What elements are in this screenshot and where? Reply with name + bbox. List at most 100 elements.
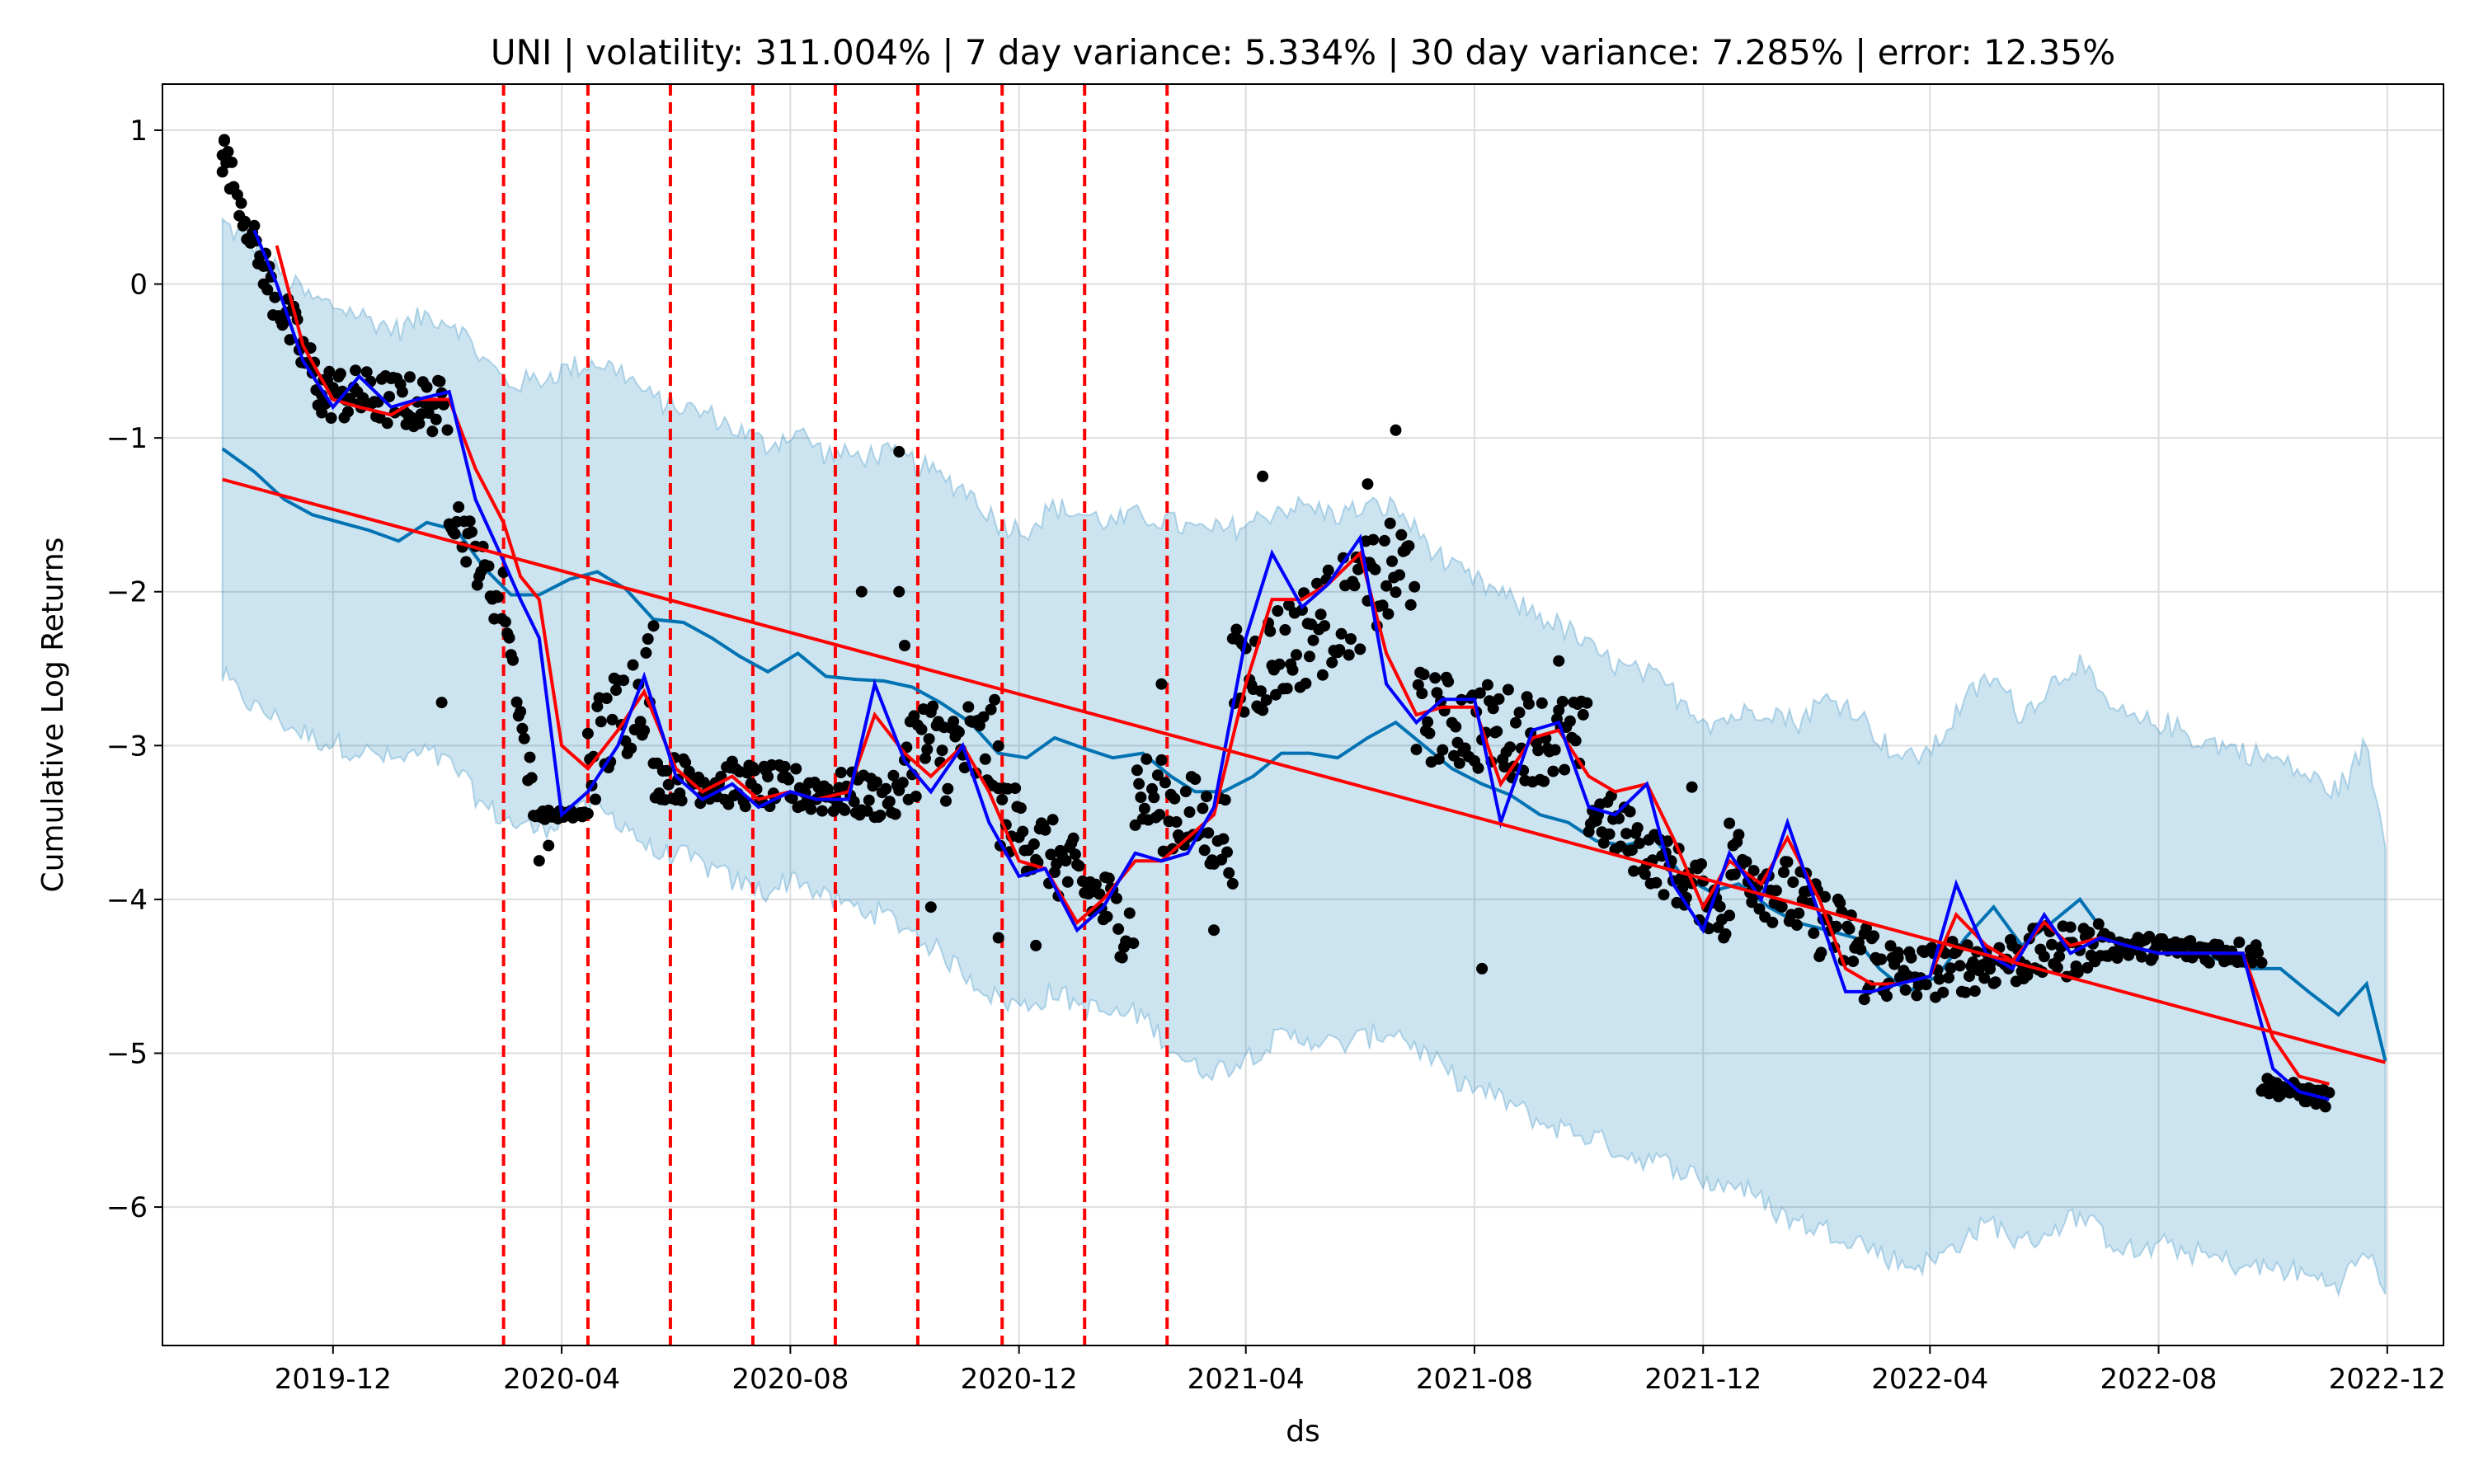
observed-point bbox=[426, 425, 439, 438]
observed-point bbox=[449, 528, 461, 540]
observed-point bbox=[1354, 643, 1366, 655]
observed-point bbox=[1628, 865, 1640, 877]
observed-point bbox=[1513, 707, 1526, 719]
observed-point bbox=[248, 219, 261, 232]
observed-point bbox=[1569, 735, 1582, 747]
observed-point bbox=[284, 334, 296, 346]
observed-point bbox=[1487, 702, 1499, 715]
observed-point bbox=[1686, 781, 1698, 793]
observed-point bbox=[1352, 563, 1364, 575]
observed-point bbox=[1307, 634, 1319, 646]
observed-point bbox=[783, 773, 795, 786]
observed-point bbox=[1333, 644, 1346, 656]
observed-point bbox=[874, 810, 887, 821]
observed-point bbox=[1766, 916, 1779, 928]
observed-point bbox=[1028, 838, 1040, 850]
observed-point bbox=[430, 413, 442, 425]
observed-point bbox=[2092, 918, 2105, 930]
x-tick-label: 2022-04 bbox=[1871, 1363, 1988, 1396]
observed-point bbox=[1954, 960, 1966, 972]
observed-point bbox=[1069, 848, 1081, 861]
observed-point bbox=[1138, 802, 1150, 815]
observed-point bbox=[722, 798, 735, 810]
observed-point bbox=[524, 751, 536, 763]
observed-point bbox=[1978, 972, 1991, 984]
observed-point bbox=[1296, 603, 1308, 616]
observed-point bbox=[1724, 909, 1736, 922]
observed-point bbox=[1221, 846, 1233, 858]
observed-point bbox=[899, 640, 910, 651]
observed-point bbox=[1179, 786, 1192, 797]
observed-point bbox=[1943, 971, 1954, 984]
observed-point bbox=[1254, 685, 1267, 697]
observed-point bbox=[1133, 777, 1145, 790]
observed-point bbox=[2246, 956, 2259, 969]
observed-point bbox=[1815, 946, 1827, 959]
x-tick-label: 2021-08 bbox=[1416, 1363, 1533, 1396]
observed-point bbox=[634, 716, 647, 728]
observed-point bbox=[515, 706, 527, 718]
observed-point bbox=[1343, 649, 1355, 661]
observed-point bbox=[2203, 956, 2215, 969]
observed-point bbox=[1348, 580, 1361, 592]
observed-point bbox=[1202, 827, 1215, 839]
observed-point bbox=[642, 633, 654, 645]
observed-point bbox=[1577, 708, 1589, 721]
observed-point bbox=[1257, 704, 1269, 716]
observed-point bbox=[1410, 744, 1423, 756]
uncertainty-band-layer bbox=[221, 216, 2387, 1298]
observed-point bbox=[610, 684, 622, 697]
observed-point bbox=[1326, 656, 1338, 669]
observed-point bbox=[1553, 655, 1565, 667]
observed-point bbox=[1945, 962, 1957, 974]
observed-point bbox=[1110, 892, 1122, 904]
observed-point bbox=[543, 839, 555, 852]
observed-point bbox=[1223, 866, 1235, 879]
observed-point bbox=[1060, 855, 1072, 866]
observed-point bbox=[936, 744, 948, 757]
observed-point bbox=[1319, 620, 1331, 632]
observed-point bbox=[1089, 878, 1102, 890]
observed-point bbox=[1217, 833, 1230, 845]
observed-point bbox=[1409, 580, 1421, 593]
observed-point bbox=[1183, 806, 1196, 818]
observed-point bbox=[680, 756, 692, 768]
observed-point bbox=[1620, 828, 1633, 840]
observed-point bbox=[1304, 650, 1315, 663]
observed-point bbox=[1362, 478, 1374, 491]
observed-point bbox=[581, 727, 594, 740]
observed-point bbox=[1559, 763, 1571, 776]
observed-point bbox=[1367, 533, 1380, 546]
observed-point bbox=[1151, 769, 1164, 782]
observed-point bbox=[2255, 956, 2268, 969]
observed-point bbox=[518, 732, 530, 744]
observed-point bbox=[1472, 762, 1484, 774]
observed-point bbox=[1335, 627, 1348, 640]
observed-point bbox=[1030, 939, 1042, 951]
observed-point bbox=[1581, 697, 1593, 709]
observed-point bbox=[1781, 856, 1794, 868]
observed-point bbox=[1536, 697, 1548, 709]
observed-point bbox=[396, 386, 408, 398]
observed-point bbox=[1257, 470, 1269, 482]
observed-point bbox=[1556, 696, 1569, 707]
observed-point bbox=[1219, 794, 1231, 806]
observed-point bbox=[581, 807, 594, 819]
observed-point bbox=[1793, 907, 1805, 919]
observed-point bbox=[1432, 753, 1445, 765]
observed-point bbox=[1197, 802, 1209, 815]
observed-point bbox=[1155, 754, 1168, 766]
observed-point bbox=[915, 723, 928, 735]
observed-point bbox=[1476, 962, 1489, 974]
observed-point bbox=[778, 760, 791, 773]
observed-point bbox=[1382, 608, 1395, 620]
changepoint-layer bbox=[501, 84, 1169, 1345]
observed-point bbox=[1286, 664, 1299, 676]
observed-point bbox=[1378, 534, 1390, 547]
observed-point bbox=[1300, 678, 1312, 689]
observed-point bbox=[222, 146, 234, 157]
observed-point bbox=[821, 783, 834, 796]
observed-point bbox=[437, 398, 449, 411]
observed-point bbox=[466, 526, 477, 538]
